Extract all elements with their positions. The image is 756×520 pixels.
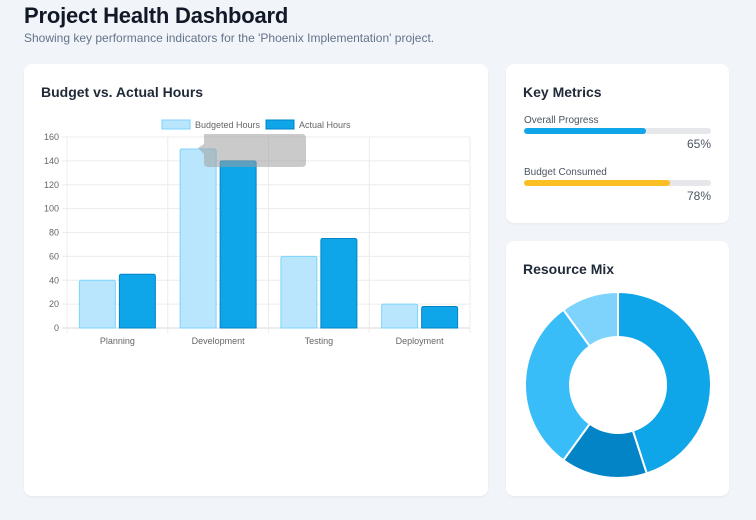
y-tick-label: 40 [49,275,59,285]
progress-track [524,128,711,134]
donut-slice[interactable] [561,290,619,348]
x-tick-label: Deployment [396,336,445,346]
resource-mix-title: Resource Mix [523,261,615,277]
y-tick-label: 140 [44,156,59,166]
x-tick-label: Testing [305,336,334,346]
bar-budgeted-hours[interactable] [78,279,116,329]
y-tick-label: 160 [44,132,59,142]
x-tick-label: Development [192,336,246,346]
progress-fill [524,128,646,134]
donut-slice[interactable] [617,290,712,475]
chart-tooltip [198,134,306,167]
metric-budget-consumed: Budget Consumed 78% [524,167,711,203]
legend-swatch[interactable] [265,119,295,130]
progress-fill [524,180,670,186]
y-tick-label: 120 [44,180,59,190]
y-tick-label: 100 [44,204,59,214]
key-metrics-card: Key Metrics Overall Progress 65% Budget … [506,64,729,223]
tooltip-box [198,134,306,167]
metric-value: 78% [686,189,711,203]
y-tick-label: 80 [49,228,59,238]
metric-overall-progress: Overall Progress 65% [524,115,711,151]
bar-budgeted-hours[interactable] [179,148,217,329]
budget-bar-chart[interactable]: 0 20 40 60 80 100 120 140 160 Planning Development… [24,64,488,496]
resource-mix-donut[interactable] [506,241,729,496]
metric-value: 65% [686,137,711,151]
bar-actual-hours[interactable] [219,160,257,329]
metric-label: Budget Consumed [524,167,607,178]
page-title: Project Health Dashboard [24,3,289,28]
progress-track [524,180,711,186]
bar-budgeted-hours[interactable] [381,303,419,329]
x-tick-label: Planning [100,336,135,346]
legend-label[interactable]: Budgeted Hours [195,120,261,130]
key-metrics-title: Key Metrics [523,84,602,100]
budget-chart-title: Budget vs. Actual Hours [41,84,204,100]
budget-chart-card: Budget vs. Actual Hours 0 20 40 60 80 100 120 1… [24,64,488,496]
y-tick-label: 20 [49,299,59,309]
bar-actual-hours[interactable] [320,237,358,329]
metric-label: Overall Progress [524,115,599,126]
bar-actual-hours[interactable] [118,273,156,329]
legend-label[interactable]: Actual Hours [299,120,351,130]
resource-mix-card: Resource Mix [506,241,729,496]
page-subtitle: Showing key performance indicators for t… [24,31,435,45]
donut-slice[interactable] [524,308,592,462]
bar-budgeted-hours[interactable] [280,255,318,329]
bar-actual-hours[interactable] [421,306,459,329]
legend-swatch[interactable] [161,119,191,130]
y-tick-label: 60 [49,251,59,261]
y-tick-label: 0 [54,323,59,333]
